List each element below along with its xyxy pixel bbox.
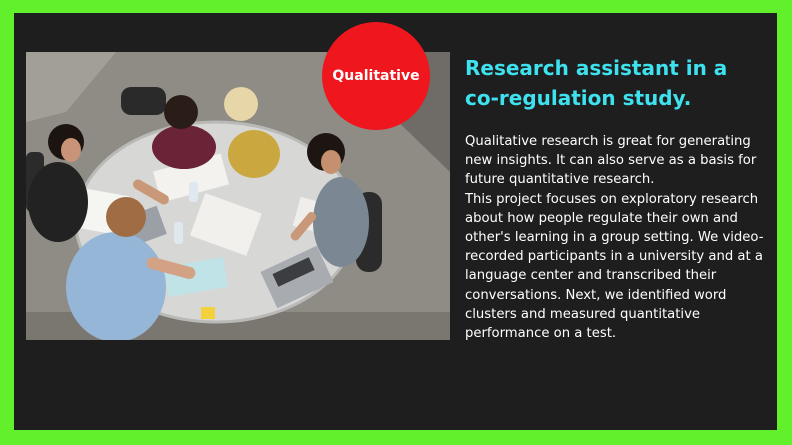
project-card: Qualitative Research assistant in a co-r…	[14, 13, 777, 430]
qualitative-badge: Qualitative	[322, 22, 430, 130]
project-title: Research assistant in a co-regulation st…	[465, 56, 728, 110]
qualitative-badge-label: Qualitative	[332, 68, 420, 84]
description-paragraph-intro: Qualitative research is great for genera…	[465, 134, 757, 188]
project-description: Qualitative research is great for genera…	[465, 132, 765, 343]
description-paragraph-project: This project focuses on exploratory rese…	[465, 191, 764, 342]
